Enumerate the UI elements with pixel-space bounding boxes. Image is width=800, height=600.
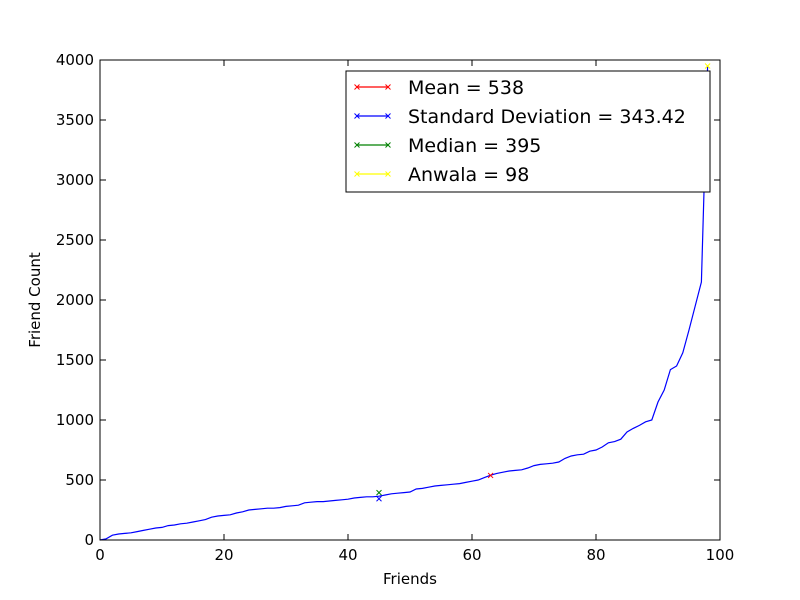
x-tick-label: 80 [586, 546, 605, 564]
x-tick-label: 60 [462, 546, 481, 564]
y-tick-label: 1000 [56, 411, 94, 429]
legend-marker [354, 142, 360, 148]
y-tick-label: 2500 [56, 231, 94, 249]
legend-marker [385, 84, 391, 90]
y-tick-label: 3500 [56, 111, 94, 129]
legend-label: Anwala = 98 [408, 164, 529, 186]
legend-marker [385, 171, 391, 177]
legend-marker [354, 113, 360, 119]
legend-label: Median = 395 [408, 135, 541, 157]
y-tick-label: 0 [84, 531, 94, 549]
x-tick-label: 100 [706, 546, 735, 564]
legend-entry: Standard Deviation = 343.42 [354, 106, 686, 128]
y-tick-label: 3000 [56, 171, 94, 189]
axes-layer: 0 20 40 60 80 1000500100015002000250030003500… [56, 51, 735, 564]
legend-marker [354, 84, 360, 90]
y-axis-label: Friend Count [26, 252, 44, 348]
marker-anwala [704, 63, 711, 69]
legend-entry: Median = 395 [354, 135, 541, 157]
series-line [99, 65, 709, 541]
y-tick-label: 2000 [56, 291, 94, 309]
legend-marker [385, 113, 391, 119]
x-axis-label: Friends [383, 570, 437, 588]
legend-marker [385, 142, 391, 148]
legend-marker [354, 171, 360, 177]
marker-standard-deviation [376, 495, 382, 502]
y-tick-label: 1500 [56, 351, 94, 369]
plot-layer [99, 63, 711, 541]
legend-entry: Mean = 538 [354, 77, 524, 99]
y-tick-label: 500 [65, 471, 94, 489]
x-tick-label: 40 [338, 546, 357, 564]
marker-mean [487, 472, 494, 479]
marker-median [376, 489, 382, 496]
legend-box [345, 70, 711, 193]
legend: Mean = 538 Standard Deviation = 343.42 Med… [345, 70, 711, 193]
legend-entry: Anwala = 98 [354, 164, 529, 186]
legend-label: Mean = 538 [408, 77, 524, 99]
y-tick-label: 4000 [56, 51, 94, 69]
x-tick-label: 0 [95, 546, 105, 564]
legend-label: Standard Deviation = 343.42 [408, 106, 686, 128]
x-tick-label: 20 [214, 546, 233, 564]
